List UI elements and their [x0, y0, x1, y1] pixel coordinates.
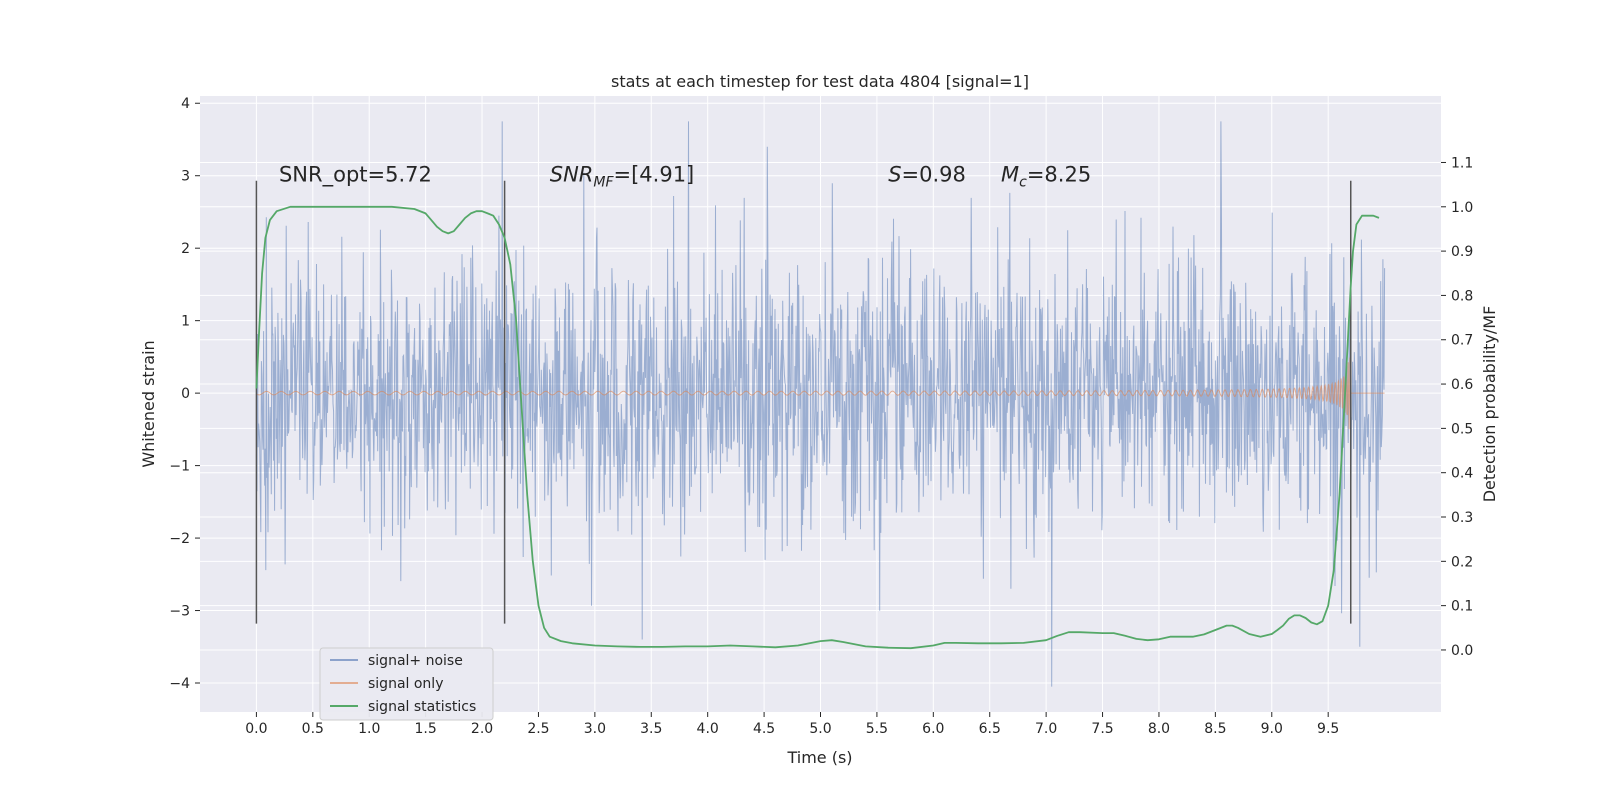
y-tick-label: 3 — [181, 169, 190, 185]
annotation: S=0.98 — [888, 162, 966, 186]
x-tick-label: 5.5 — [866, 721, 888, 737]
x-tick-label: 9.0 — [1261, 721, 1283, 737]
y-axis-label: Whitened strain — [139, 340, 158, 467]
y-tick-label: −4 — [169, 676, 190, 692]
x-tick-label: 4.5 — [753, 721, 775, 737]
x-tick-label: 1.5 — [415, 721, 437, 737]
signal-line — [256, 357, 1352, 430]
statistics-line — [255, 205, 1380, 650]
y2-tick-label: 1.0 — [1451, 200, 1473, 216]
x-tick-label: 3.0 — [584, 721, 606, 737]
y2-tick-label: 1.1 — [1451, 155, 1473, 171]
y2-tick-label: 0.2 — [1451, 554, 1473, 570]
y-tick-label: −1 — [169, 459, 190, 475]
statistics-series — [255, 205, 1380, 650]
x-tick-label: 7.5 — [1091, 721, 1113, 737]
y-tick-label: 0 — [181, 386, 190, 402]
y-tick-label: 4 — [181, 96, 190, 112]
legend-label-signal: signal only — [368, 676, 443, 692]
legend-label-noise: signal+ noise — [368, 653, 463, 669]
y2-tick-label: 0.0 — [1451, 643, 1473, 659]
annotation: SNRMF=[4.91] — [550, 162, 695, 190]
y-tick-label: 2 — [181, 241, 190, 257]
x-tick-label: 0.0 — [245, 721, 267, 737]
legend-box — [319, 647, 494, 721]
annotation: Mc=8.25 — [1001, 162, 1091, 190]
annotations: SNR_opt=5.72 SNRMF=[4.91] S=0.98 Mc=8.25 — [279, 162, 1091, 190]
y2-tick-label: 0.7 — [1451, 333, 1473, 349]
ticks: 0.0 0.5 1.0 1.5 2.0 2.5 3.0 3.5 4.0 4.5 5.0 5.5 6.0 6… — [169, 96, 1473, 737]
y-tick-label: −3 — [169, 604, 190, 620]
x-tick-label: 6.0 — [922, 721, 944, 737]
y-tick-label: −2 — [169, 531, 190, 547]
x-tick-label: 2.5 — [527, 721, 549, 737]
x-tick-label: 1.0 — [358, 721, 380, 737]
y2-tick-label: 0.3 — [1451, 510, 1473, 526]
noise-line — [255, 121, 1386, 687]
signal-series — [256, 357, 1385, 430]
x-axis-label: Time (s) — [786, 748, 852, 767]
x-tick-label: 8.5 — [1204, 721, 1226, 737]
y2-tick-label: 0.1 — [1451, 599, 1473, 615]
x-tick-label: 9.5 — [1317, 721, 1339, 737]
x-tick-label: 2.0 — [471, 721, 493, 737]
y2-tick-label: 0.9 — [1451, 244, 1473, 260]
x-tick-label: 8.0 — [1148, 721, 1170, 737]
y2-tick-label: 0.4 — [1451, 466, 1473, 482]
x-tick-label: 4.0 — [697, 721, 719, 737]
legend: signal+ noise signal only signal statist… — [319, 647, 494, 721]
legend-label-statistics: signal statistics — [368, 699, 476, 715]
y2-tick-label: 0.6 — [1451, 377, 1473, 393]
chart-title: stats at each timestep for test data 480… — [611, 72, 1029, 91]
x-tick-label: 6.5 — [979, 721, 1001, 737]
x-tick-label: 3.5 — [640, 721, 662, 737]
x-tick-label: 0.5 — [302, 721, 324, 737]
x-tick-label: 5.0 — [809, 721, 831, 737]
noise-series — [255, 121, 1386, 687]
vertical-markers — [255, 180, 1352, 624]
y-tick-label: 1 — [181, 314, 190, 330]
y2-axis-label: Detection probability/MF — [1480, 306, 1499, 503]
x-tick-label: 7.0 — [1035, 721, 1057, 737]
y2-tick-label: 0.5 — [1451, 421, 1473, 437]
annotation: SNR_opt=5.72 — [279, 162, 432, 187]
y2-tick-label: 0.8 — [1451, 288, 1473, 304]
